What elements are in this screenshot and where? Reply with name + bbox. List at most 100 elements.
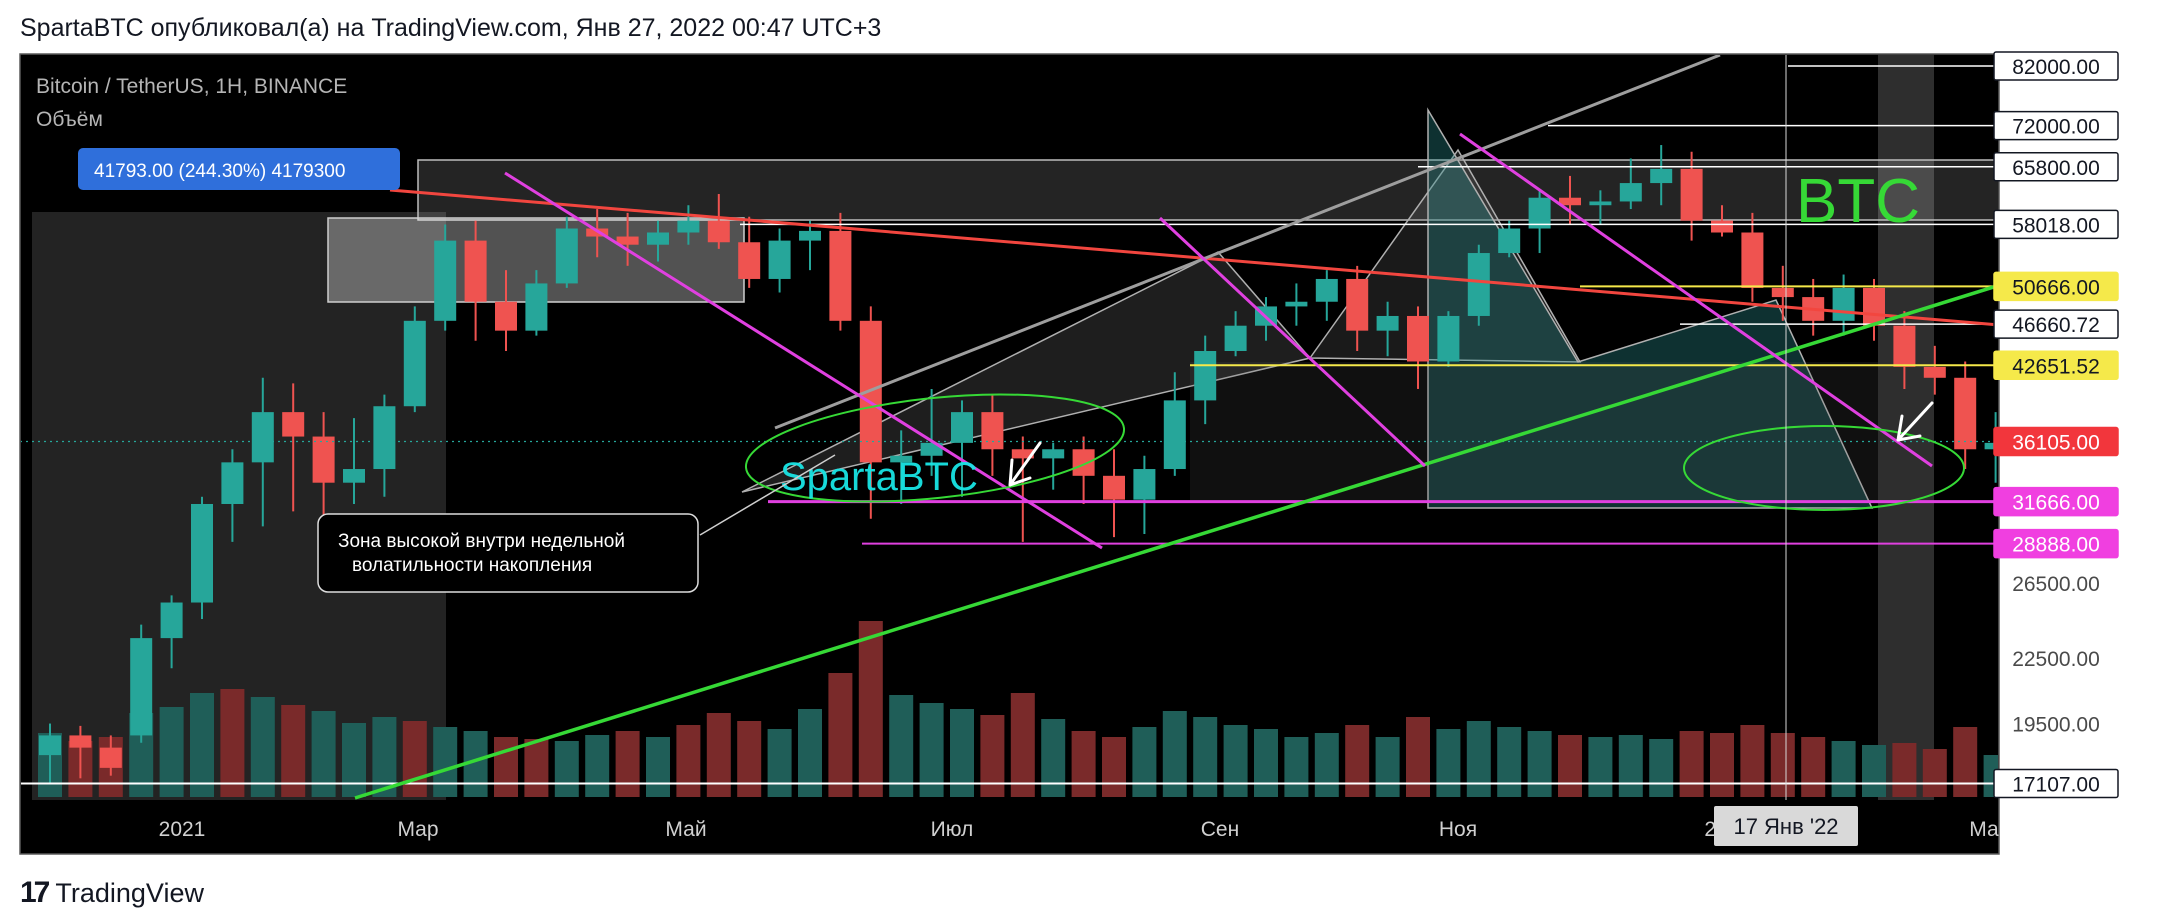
volume-bar: [1618, 735, 1643, 797]
btc-label: BTC: [1796, 167, 1920, 236]
price-chart[interactable]: SpartaBTC BTC Bitcoin / TetherUS, 1H, BINA…: [0, 0, 2164, 870]
candle[interactable]: [647, 220, 669, 262]
callout-text: волатильности накопления: [352, 555, 592, 576]
candle[interactable]: [1954, 361, 1977, 470]
candle[interactable]: [495, 270, 517, 352]
arrow-down-left-icon: [1008, 441, 1042, 487]
price-tag-label: 17107.00: [2012, 773, 2100, 796]
candle[interactable]: [1650, 145, 1673, 206]
price-tag-label: 19500.00: [2012, 714, 2100, 737]
candle[interactable]: [1285, 283, 1308, 326]
candle[interactable]: [1224, 311, 1247, 357]
candle[interactable]: [1376, 301, 1399, 357]
candle[interactable]: [1407, 306, 1429, 389]
tradingview-footer[interactable]: 17 TradingView: [20, 876, 204, 910]
crosshair-date-badge: [1714, 806, 1858, 846]
volume-bar: [1436, 729, 1461, 797]
volume-bar: [1801, 737, 1826, 797]
candle[interactable]: [99, 735, 122, 776]
candle[interactable]: [1163, 372, 1186, 476]
price-tag: [1993, 110, 2119, 141]
price-tag: [1993, 426, 2119, 457]
candle[interactable]: [1771, 265, 1794, 321]
measure-label: 41793.00 (244.30%) 4179300: [94, 161, 345, 182]
candle[interactable]: [829, 212, 852, 331]
candle[interactable]: [312, 412, 335, 519]
candle[interactable]: [1315, 270, 1338, 321]
candle[interactable]: [951, 400, 973, 497]
candle[interactable]: [616, 212, 639, 266]
candle[interactable]: [191, 496, 213, 620]
candle[interactable]: [1467, 244, 1490, 326]
candle[interactable]: [1011, 436, 1034, 542]
candle[interactable]: [69, 725, 92, 779]
price-tag: [1993, 486, 2119, 517]
volume-bar: [1010, 693, 1035, 797]
candle[interactable]: [1042, 442, 1065, 490]
candle[interactable]: [738, 216, 761, 288]
candle[interactable]: [799, 220, 821, 271]
volume-bar: [1314, 733, 1339, 797]
candle[interactable]: [525, 270, 548, 336]
volume-bar: [858, 621, 883, 797]
candle[interactable]: [1711, 205, 1733, 237]
candle-body: [403, 320, 426, 407]
candle[interactable]: [981, 394, 1004, 476]
candle[interactable]: [464, 220, 487, 341]
candle[interactable]: [1103, 449, 1125, 538]
candle[interactable]: [1133, 455, 1156, 535]
candle-body: [191, 503, 213, 603]
measure-badge[interactable]: [78, 148, 400, 190]
volume-bar: [919, 703, 944, 797]
volume-bar: [1284, 737, 1309, 797]
candle[interactable]: [221, 449, 244, 542]
candle[interactable]: [555, 216, 578, 288]
candle-body: [981, 412, 1004, 450]
candle[interactable]: [343, 418, 365, 504]
volume-bar: [1375, 737, 1400, 797]
candle[interactable]: [1346, 265, 1369, 352]
candle[interactable]: [1072, 436, 1095, 504]
candle-body: [1467, 253, 1490, 316]
candle-body: [1619, 183, 1642, 202]
price-tag-label: 31666.00: [2012, 492, 2100, 515]
candle[interactable]: [282, 383, 305, 512]
candle[interactable]: [1528, 190, 1551, 254]
volume-bar: [615, 731, 640, 797]
candle[interactable]: [373, 394, 396, 497]
candle[interactable]: [768, 228, 791, 293]
candle[interactable]: [1194, 335, 1217, 425]
price-tag-label: 65800.00: [2012, 157, 2100, 180]
volume-bar: [1102, 737, 1126, 797]
candle[interactable]: [677, 205, 700, 245]
candle[interactable]: [1437, 311, 1460, 367]
publish-info: SpartaBTC опубликовал(а) на TradingView.…: [20, 14, 882, 42]
volume-bar: [1071, 731, 1096, 797]
pattern-teal-wedge: [1427, 107, 1874, 509]
candle[interactable]: [1559, 175, 1581, 225]
candle[interactable]: [434, 224, 457, 331]
candle[interactable]: [1589, 190, 1612, 225]
volume-bar: [798, 709, 822, 797]
candle[interactable]: [160, 595, 183, 669]
volume-bar: [1710, 733, 1734, 797]
volume-legend[interactable]: Объём: [36, 108, 103, 131]
range-box-upper: [417, 159, 1998, 221]
candle-body: [99, 747, 122, 768]
symbol-legend[interactable]: Bitcoin / TetherUS, 1H, BINANCE: [36, 75, 347, 98]
volume-bar: [980, 715, 1005, 797]
volume-bar: [190, 693, 214, 797]
candle[interactable]: [251, 377, 274, 527]
time-tick-label: Сен: [1201, 818, 1239, 841]
volume-bar: [1953, 727, 1978, 797]
candle[interactable]: [130, 624, 153, 743]
candle[interactable]: [403, 306, 426, 413]
candle[interactable]: [707, 194, 730, 249]
price-tag-label: 46660.72: [2012, 314, 2100, 337]
candle[interactable]: [890, 430, 913, 504]
candle[interactable]: [39, 723, 61, 784]
candle[interactable]: [1498, 220, 1521, 258]
candle[interactable]: [1923, 345, 1946, 395]
callout-box[interactable]: [317, 513, 699, 593]
volume-bar: [646, 737, 670, 797]
